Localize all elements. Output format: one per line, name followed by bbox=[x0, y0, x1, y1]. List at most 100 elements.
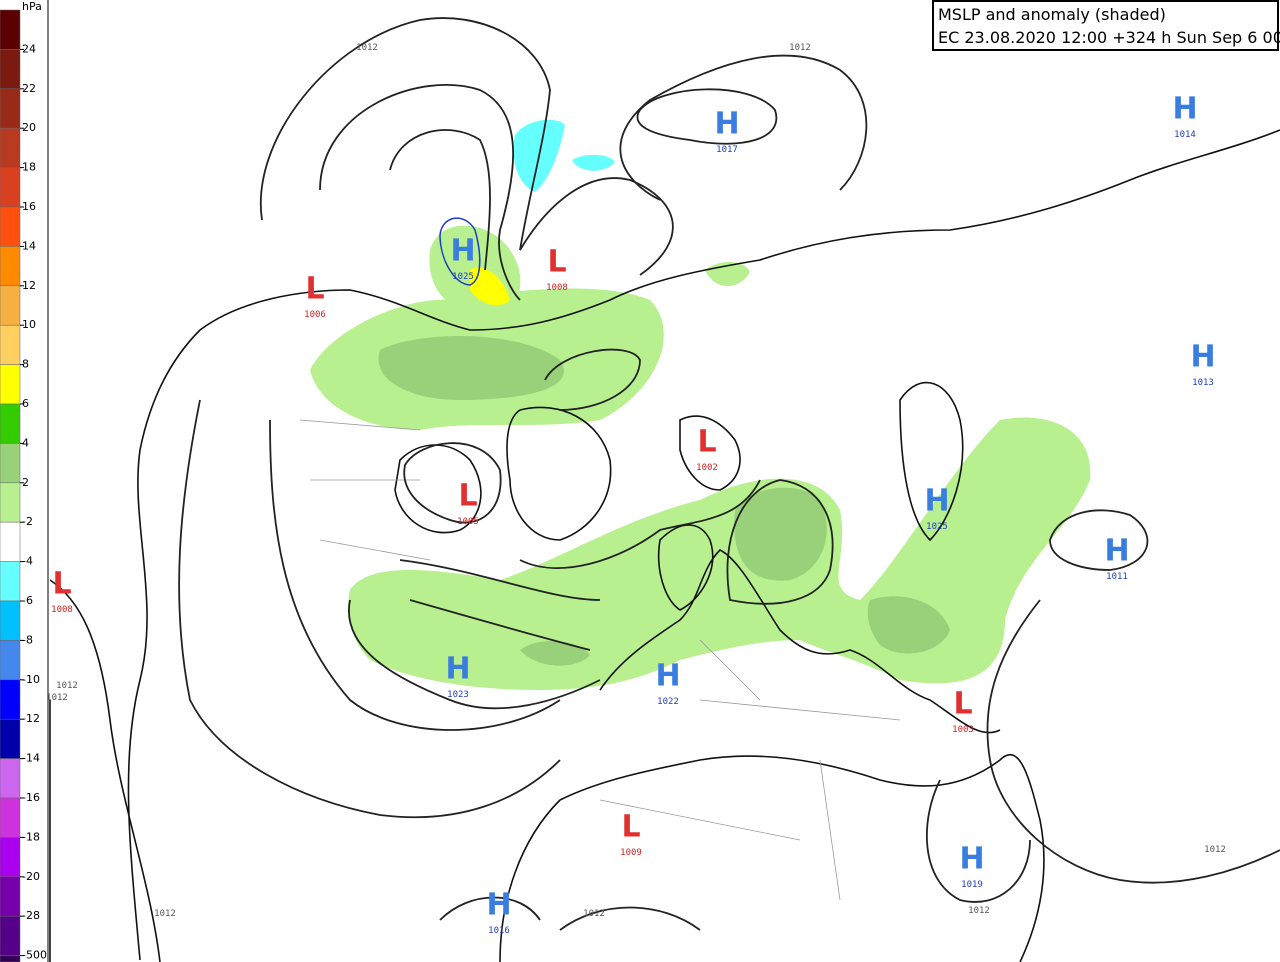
colorbar-swatch bbox=[0, 640, 21, 681]
colorbar-label: 2 bbox=[22, 476, 29, 489]
colorbar-label: -2 bbox=[22, 515, 33, 528]
center-value: 1016 bbox=[488, 926, 510, 936]
borders bbox=[299, 419, 901, 901]
colorbar-label: 10 bbox=[22, 318, 36, 331]
colorbar-swatch bbox=[0, 285, 21, 326]
colorbar-swatch bbox=[0, 600, 21, 641]
colorbar-label: -4 bbox=[22, 555, 33, 568]
colorbar-label: -20 bbox=[22, 870, 40, 883]
colorbar-label: 6 bbox=[22, 397, 29, 410]
colorbar-label: -16 bbox=[22, 791, 40, 804]
center-value: 1019 bbox=[961, 880, 983, 890]
colorbar-swatch bbox=[0, 718, 21, 759]
colorbar-label: -10 bbox=[22, 673, 40, 686]
center-letter: L bbox=[953, 687, 972, 722]
center-letter: L bbox=[458, 479, 477, 514]
center-value: 1025 bbox=[452, 272, 474, 282]
colorbar-swatch bbox=[0, 482, 21, 523]
colorbar-swatch bbox=[0, 443, 21, 484]
isobar-label: 1012 bbox=[46, 693, 68, 703]
colorbar-label: -8 bbox=[22, 633, 33, 646]
anomaly-shading bbox=[310, 119, 1091, 690]
colorbar-label: 8 bbox=[22, 358, 29, 371]
colorbar-swatch bbox=[0, 324, 21, 365]
colorbar-label: -6 bbox=[22, 594, 33, 607]
colorbar-swatch bbox=[0, 88, 21, 129]
colorbar-swatch bbox=[0, 246, 21, 287]
colorbar-swatch bbox=[0, 837, 21, 878]
colorbar-swatch bbox=[0, 679, 21, 720]
center-value: 1011 bbox=[1106, 572, 1128, 582]
isobar-label: 1012 bbox=[356, 43, 378, 53]
isobar-label: 1012 bbox=[1204, 845, 1226, 855]
center-letter: H bbox=[1190, 340, 1215, 375]
center-value: 1003 bbox=[952, 725, 974, 735]
colorbar-swatch bbox=[0, 561, 21, 602]
isobar-label: 1012 bbox=[56, 681, 78, 691]
colorbar-swatch bbox=[0, 758, 21, 799]
colorbar-swatch bbox=[0, 206, 21, 247]
colorbar-label: 18 bbox=[22, 161, 36, 174]
center-letter: H bbox=[445, 652, 470, 687]
colorbar-swatch bbox=[0, 9, 21, 50]
colorbar-swatch bbox=[0, 521, 21, 562]
center-value: 1023 bbox=[447, 690, 469, 700]
colorbar-label: -18 bbox=[22, 830, 40, 843]
colorbar-swatch bbox=[0, 49, 21, 90]
colorbar-swatch bbox=[0, 876, 21, 917]
isobar-label: 1012 bbox=[154, 909, 176, 919]
colorbar-label: 12 bbox=[22, 279, 36, 292]
coastlines bbox=[49, 129, 1280, 962]
colorbar-swatch bbox=[0, 167, 21, 208]
colorbar-label: 14 bbox=[22, 239, 36, 252]
center-letter: L bbox=[52, 567, 71, 602]
isobar-label: 1012 bbox=[968, 906, 990, 916]
colorbar-swatch bbox=[0, 127, 21, 168]
center-letter: L bbox=[697, 425, 716, 460]
center-letter: L bbox=[305, 272, 324, 307]
center-value: 1008 bbox=[546, 283, 568, 293]
center-value: 1025 bbox=[926, 522, 948, 532]
colorbar-swatch bbox=[0, 797, 21, 838]
isobar-label: 1012 bbox=[789, 43, 811, 53]
title-box: MSLP and anomaly (shaded) EC 23.08.2020 … bbox=[932, 0, 1280, 51]
colorbar-label: 4 bbox=[22, 436, 29, 449]
center-value: 1009 bbox=[620, 848, 642, 858]
colorbar-swatch bbox=[0, 403, 21, 444]
colorbar-swatch bbox=[0, 955, 21, 962]
center-letter: H bbox=[1172, 92, 1197, 127]
center-value: 1013 bbox=[1192, 378, 1214, 388]
center-value: 1005 bbox=[457, 517, 479, 527]
isobar-labels: 1012 1012 1012 1012 1012 1012 1012 1012 bbox=[46, 43, 1226, 919]
center-letter: H bbox=[924, 484, 949, 519]
center-letter: H bbox=[1104, 534, 1129, 569]
pressure-centers: H 1025 L 1008 L 1006 H 1017 H 1014 H 1013 L 1002 L 1005… bbox=[51, 92, 1215, 937]
colorbar-swatch bbox=[0, 915, 21, 956]
center-value: 1008 bbox=[51, 605, 73, 615]
colorbar-label: -12 bbox=[22, 712, 40, 725]
center-letter: L bbox=[621, 810, 640, 845]
center-value: 1002 bbox=[696, 463, 718, 473]
colorbar: hPa 24 22 20 18 16 14 12 10 8 6 4 2 -2 -4 -6 -8 -10 -12 -1… bbox=[0, 0, 49, 962]
colorbar-label: 16 bbox=[22, 200, 36, 213]
colorbar-label: 24 bbox=[22, 42, 36, 55]
colorbar-label: 22 bbox=[22, 82, 36, 95]
center-letter: H bbox=[450, 234, 475, 269]
colorbar-label: 20 bbox=[22, 121, 36, 134]
center-letter: H bbox=[714, 107, 739, 142]
colorbar-label: -28 bbox=[22, 909, 40, 922]
center-letter: H bbox=[655, 659, 680, 694]
center-value: 1014 bbox=[1174, 130, 1196, 140]
title-frame bbox=[932, 0, 1279, 51]
isobar-label: 1012 bbox=[583, 909, 605, 919]
colorbar-unit: hPa bbox=[22, 0, 42, 13]
colorbar-label: -14 bbox=[22, 752, 40, 765]
title-line: MSLP and anomaly (shaded) bbox=[938, 5, 1166, 24]
center-letter: L bbox=[547, 245, 566, 280]
center-value: 1017 bbox=[716, 145, 738, 155]
colorbar-swatch bbox=[0, 364, 21, 405]
isobars bbox=[178, 17, 1280, 931]
center-value: 1022 bbox=[657, 697, 679, 707]
title-line: EC 23.08.2020 12:00 +324 h Sun Sep 6 00h… bbox=[938, 28, 1280, 47]
